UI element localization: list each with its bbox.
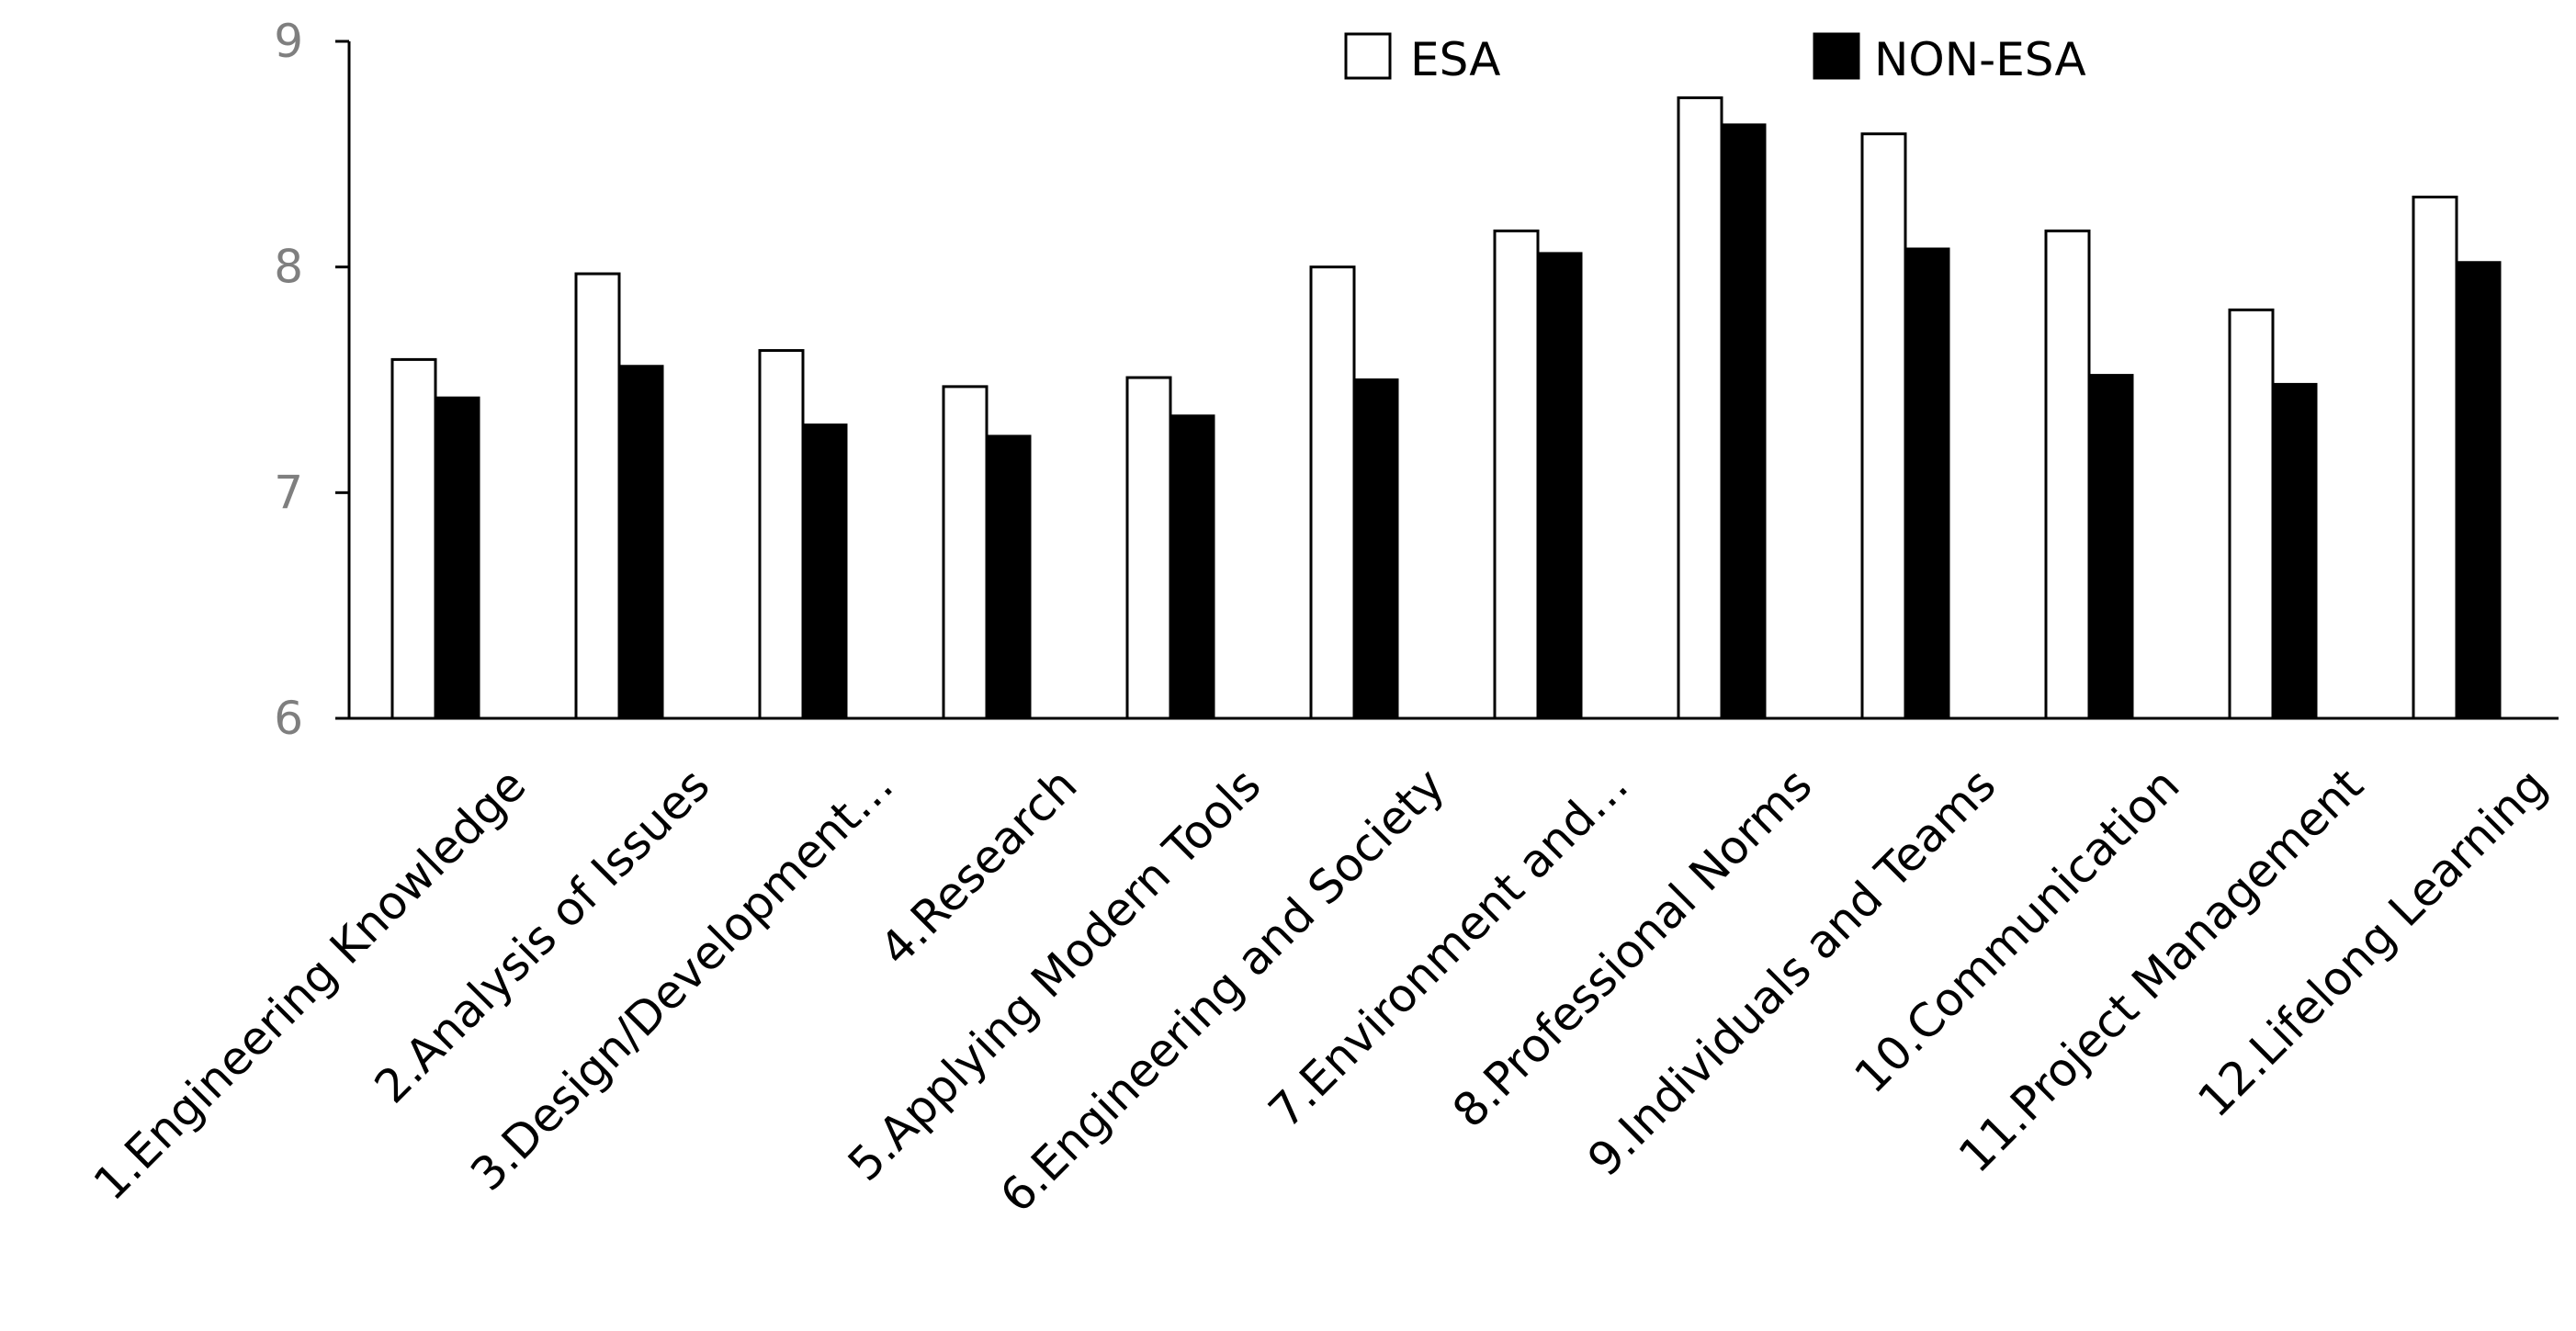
bar-non-esa-11 bbox=[2271, 382, 2318, 720]
bar-esa-10 bbox=[2044, 229, 2091, 720]
x-tick-label-10: 10.Communication bbox=[1845, 758, 2190, 1103]
y-tick-label-6: 6 bbox=[274, 692, 303, 745]
bar-esa-8 bbox=[1677, 96, 1723, 720]
bar-esa-4 bbox=[942, 385, 989, 720]
bar-esa-11 bbox=[2228, 308, 2275, 720]
bar-esa-3 bbox=[758, 349, 805, 720]
bar-non-esa-1 bbox=[434, 396, 480, 720]
legend-swatch-non-esa bbox=[1813, 32, 1860, 80]
legend-label-esa: ESA bbox=[1410, 33, 1500, 86]
bar-esa-7 bbox=[1493, 229, 1540, 720]
bar-esa-2 bbox=[574, 272, 621, 720]
x-tick-label-8: 8.Professional Norms bbox=[1442, 758, 1822, 1137]
legend: ESA NON-ESA bbox=[1344, 32, 2086, 86]
bar-esa-5 bbox=[1125, 376, 1172, 720]
bar-non-esa-7 bbox=[1536, 252, 1583, 720]
bars-layer bbox=[390, 96, 2502, 720]
bar-non-esa-3 bbox=[801, 423, 848, 720]
bar-esa-1 bbox=[390, 357, 437, 720]
bar-non-esa-10 bbox=[2087, 374, 2134, 720]
bar-non-esa-6 bbox=[1352, 378, 1399, 720]
x-tick-label-7: 7.Environment and… bbox=[1259, 758, 1639, 1138]
bar-esa-9 bbox=[1860, 132, 1907, 720]
y-tick-label-7: 7 bbox=[274, 466, 303, 519]
x-tick-label-12: 12.Lifelong Learning bbox=[2187, 758, 2557, 1127]
legend-label-non-esa: NON-ESA bbox=[1874, 33, 2086, 86]
bar-non-esa-4 bbox=[985, 434, 1032, 720]
bar-non-esa-8 bbox=[1720, 123, 1767, 720]
x-tick-label-2: 2.Analysis of Issues bbox=[365, 758, 720, 1113]
bar-non-esa-9 bbox=[1904, 247, 1950, 720]
bar-non-esa-2 bbox=[617, 365, 664, 720]
legend-swatch-esa bbox=[1344, 32, 1392, 80]
y-tick-label-9: 9 bbox=[274, 15, 303, 68]
bar-esa-12 bbox=[2412, 196, 2458, 720]
y-tick-label-8: 8 bbox=[274, 241, 303, 294]
bar-non-esa-12 bbox=[2455, 261, 2502, 720]
bar-esa-6 bbox=[1309, 265, 1356, 720]
bar-non-esa-5 bbox=[1169, 414, 1215, 720]
